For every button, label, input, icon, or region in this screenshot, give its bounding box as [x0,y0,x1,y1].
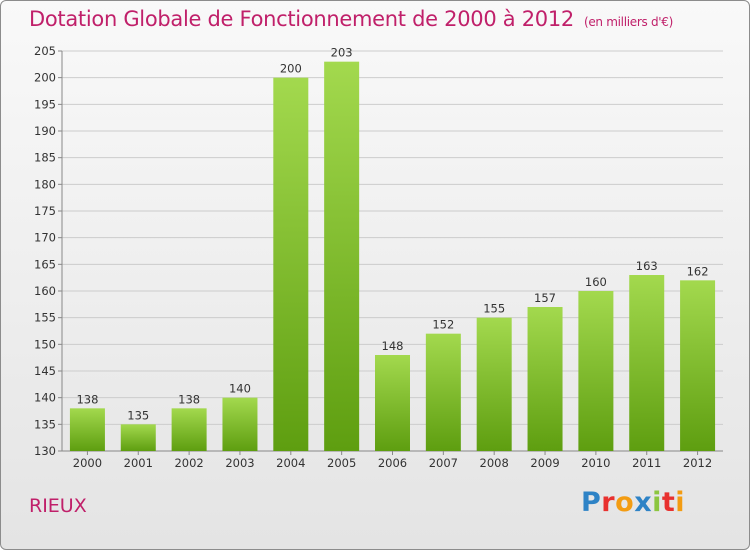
data-label: 138 [178,392,200,406]
x-tick-label: 2005 [327,456,356,470]
x-tick-label: 2006 [378,456,407,470]
y-tick-label: 165 [34,257,56,271]
data-label: 160 [585,275,607,289]
y-tick-label: 135 [34,417,56,431]
y-tick-label: 195 [34,97,56,111]
logo-letter: o [615,487,635,518]
y-tick-label: 170 [34,231,56,245]
data-label: 203 [331,46,353,60]
bars [69,61,716,452]
x-tick-label: 2001 [124,456,153,470]
data-label: 140 [229,382,251,396]
y-tick-label: 205 [34,44,56,58]
chart-subtitle: (en milliers d'€) [583,15,673,29]
x-tick-label: 2009 [530,456,559,470]
data-label: 162 [687,264,709,278]
data-label: 163 [636,259,658,273]
bar [120,424,156,451]
x-tick-label: 2012 [683,456,712,470]
data-label: 152 [432,318,454,332]
bar [375,355,410,451]
data-labels: 138 135 138 140 200 203 148 152 155 157 160 163 162 [76,46,708,423]
y-tick-label: 185 [34,151,56,165]
data-label: 155 [483,302,505,316]
bar [69,408,105,451]
data-label: 157 [534,291,556,305]
x-tick-label: 2010 [581,456,610,470]
logo-letter: t [661,487,676,518]
data-label: 200 [280,62,302,76]
x-tick-label: 2003 [225,456,254,470]
bar [680,280,716,451]
bar [171,408,207,451]
y-tick-label: 155 [34,311,56,325]
y-tick-label: 145 [34,364,56,378]
y-tick-label: 180 [34,177,56,191]
x-tick-label: 2000 [73,456,102,470]
bar [476,317,512,451]
bar [222,397,258,451]
y-tick-label: 200 [34,71,56,85]
bar [629,275,665,451]
logo-letter: x [634,487,653,518]
bar [324,61,360,452]
x-tick-label: 2007 [429,456,458,470]
logo-letter: r [601,487,616,518]
x-tick-label: 2004 [276,456,305,470]
x-tick-label: 2008 [480,456,509,470]
logo-letter: i [652,487,662,518]
y-tick-label: 140 [34,391,56,405]
x-tick-label: 2011 [632,456,661,470]
bar [527,307,563,451]
chart-title: Dotation Globale de Fonctionnement de 20… [29,7,673,31]
y-tick-label: 190 [34,124,56,138]
bar [425,333,461,451]
bar [273,77,309,452]
bar [578,291,614,451]
x-tick-label: 2002 [174,456,203,470]
commune-name: RIEUX [29,495,87,517]
data-label: 138 [76,392,98,406]
data-label: 135 [127,408,149,422]
bar-chart: 130 135 140 145 150 155 160 165 170 175 180 185 190 1… [34,44,723,470]
data-label: 148 [382,339,404,353]
y-tick-label: 150 [34,337,56,351]
y-tick-label: 160 [34,284,56,298]
chart-title-text: Dotation Globale de Fonctionnement de 20… [29,7,574,31]
logo-letter: i [675,487,686,518]
y-tick-label: 175 [34,204,56,218]
y-tick-label: 130 [34,444,56,458]
logo-letter: P [581,487,602,518]
proxiti-logo[interactable]: Proxiti [581,487,685,518]
